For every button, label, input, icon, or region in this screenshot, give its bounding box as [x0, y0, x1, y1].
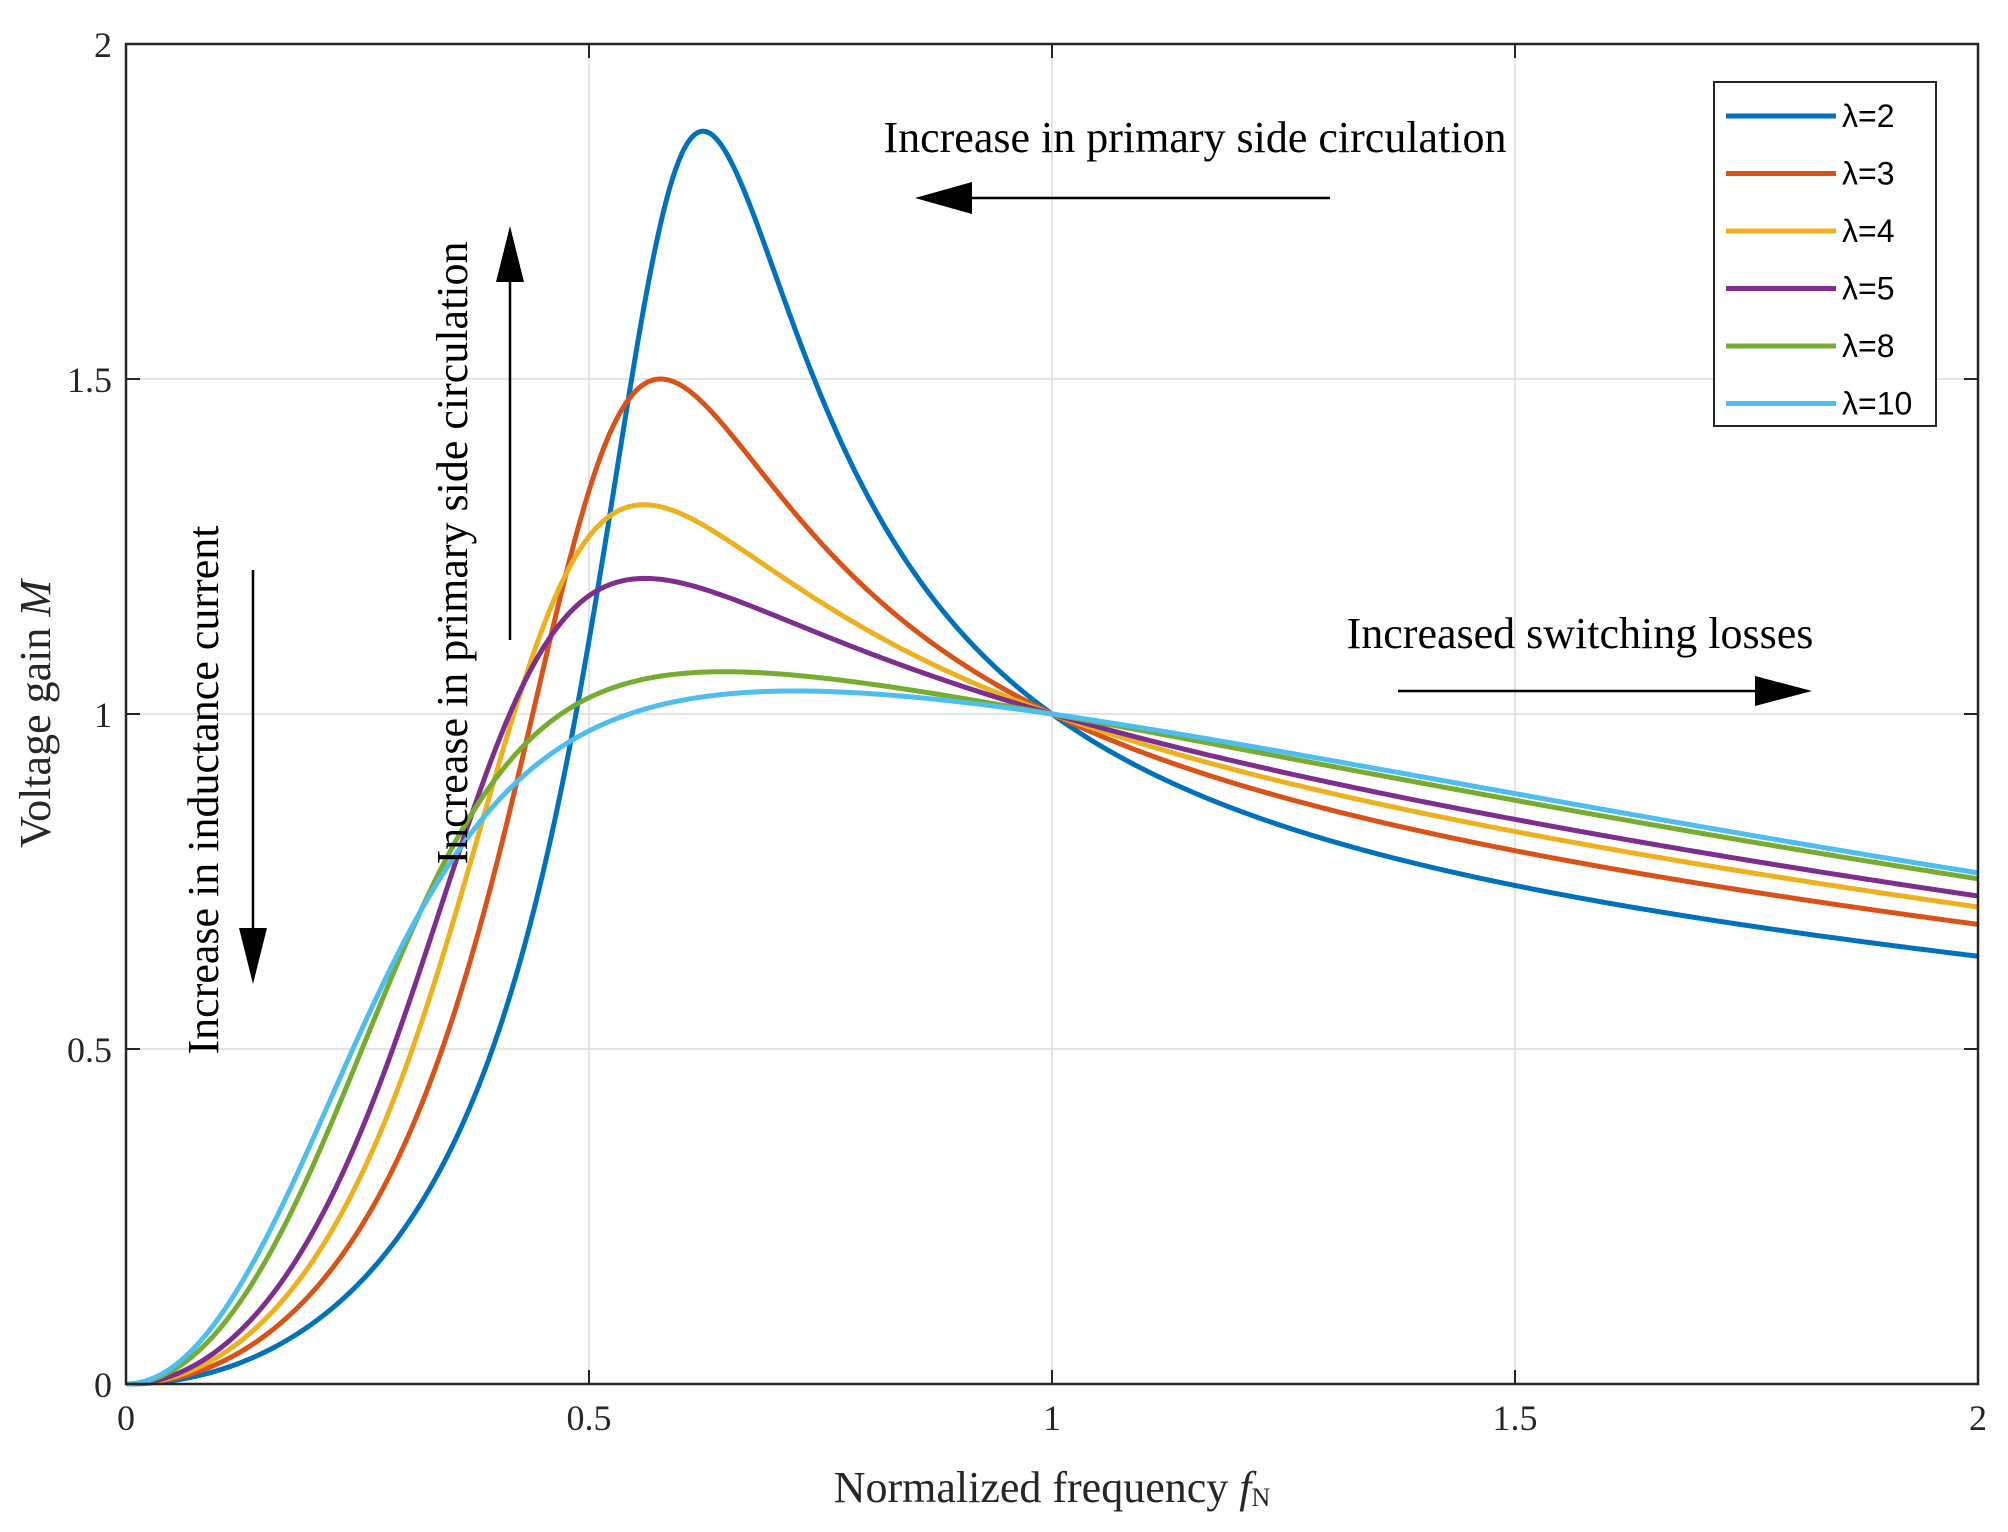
series-group	[125, 128, 1979, 1387]
legend-box	[1713, 81, 1937, 427]
arrow-left-icon	[915, 182, 1330, 214]
x-tick-label: 0.5	[567, 1398, 612, 1438]
arrow-up-icon	[496, 226, 524, 640]
legend-label-lambda-8: λ=8	[1842, 328, 1894, 364]
legend-label-lambda-3: λ=3	[1842, 156, 1894, 192]
legend-label-lambda-4: λ=4	[1842, 213, 1894, 249]
legend-label-lambda-10: λ=10	[1842, 386, 1912, 422]
y-tick-label: 0	[94, 1365, 112, 1405]
legend-label-lambda-2: λ=2	[1842, 98, 1894, 134]
annotation-inductance-current: Increase in inductance current	[179, 526, 228, 1055]
annotation-switching-losses: Increased switching losses	[1347, 609, 1814, 658]
legend: λ=2 λ=3 λ=4 λ=5 λ=8 λ=10	[1713, 81, 1937, 427]
y-tick-label: 1	[94, 695, 112, 735]
y-tick-label: 1.5	[67, 360, 112, 400]
annotation-primary-circulation-horizontal: Increase in primary side circulation	[883, 113, 1506, 162]
legend-label-lambda-5: λ=5	[1842, 271, 1894, 307]
annotations: Increase in primary side circulation Inc…	[179, 113, 1813, 1054]
series-line-lambda-10	[125, 688, 1979, 1387]
x-tick-label: 0	[117, 1398, 135, 1438]
annotation-primary-circulation-vertical: Increase in primary side circulation	[428, 241, 477, 864]
arrow-right-icon	[1398, 676, 1812, 706]
x-tick-label: 1	[1043, 1398, 1061, 1438]
y-tick-label: 2	[94, 25, 112, 65]
arrow-down-icon	[239, 570, 267, 984]
y-tick-label: 0.5	[67, 1030, 112, 1070]
x-axis-label: Normalized frequency fN	[834, 1463, 1271, 1512]
y-axis-label: Voltage gain M	[11, 578, 60, 848]
x-tick-label: 1.5	[1493, 1398, 1538, 1438]
axis-ticks: 0 0.5 1 1.5 2 0 0.5 1 1.5 2	[67, 25, 1987, 1438]
x-tick-label: 2	[1969, 1398, 1987, 1438]
